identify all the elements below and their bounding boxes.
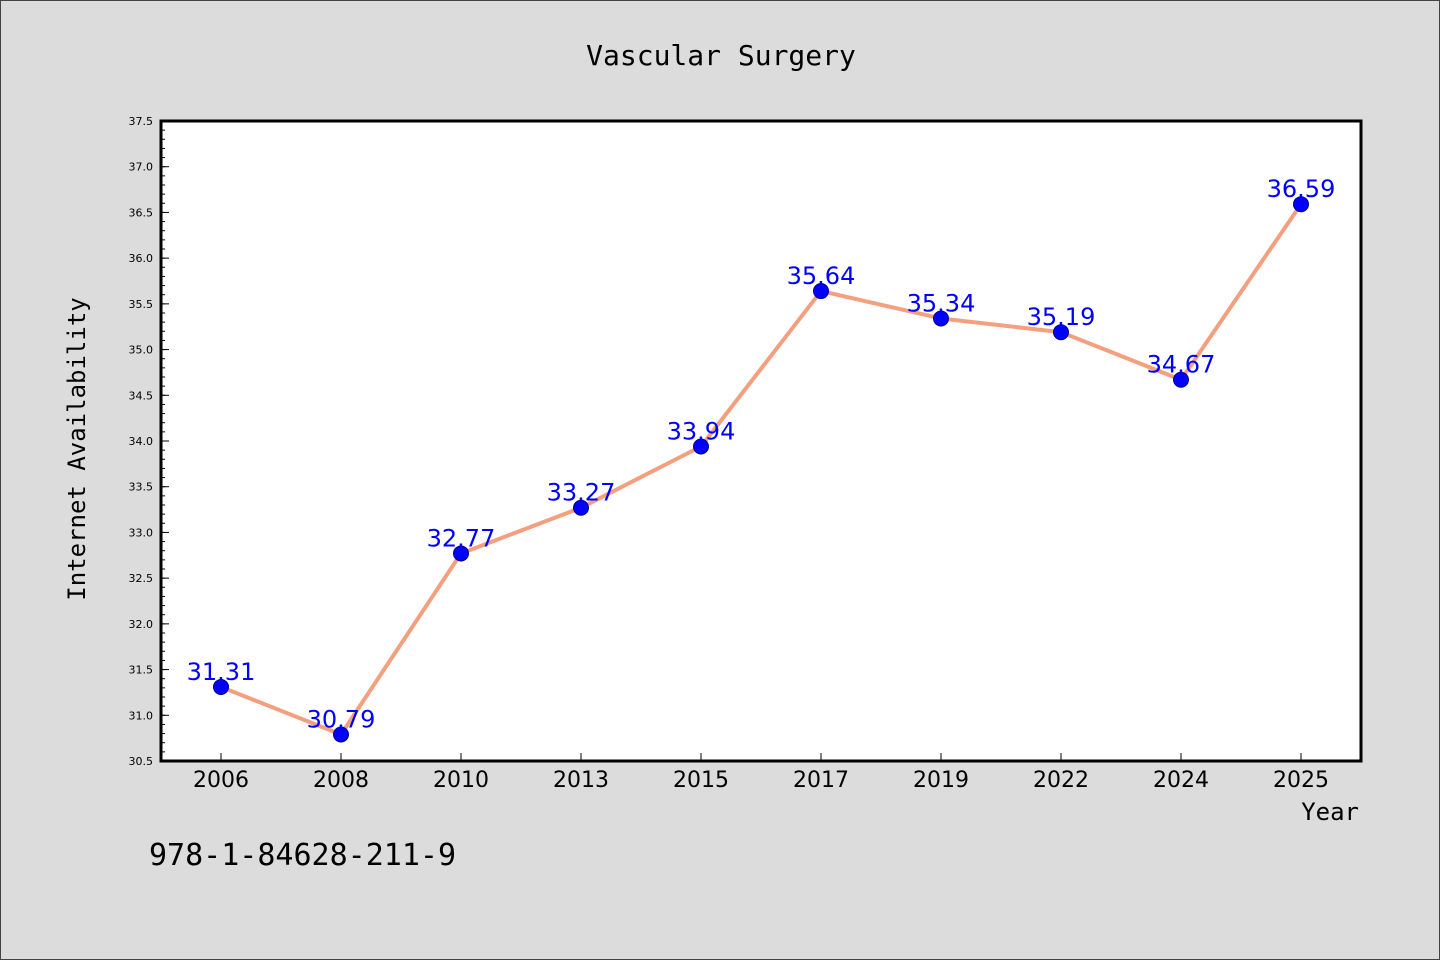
y-tick-label: 34.5: [129, 389, 154, 402]
y-tick-label: 33.0: [129, 526, 154, 539]
data-label: 35.64: [787, 262, 856, 290]
data-label: 33.27: [547, 479, 616, 507]
x-axis-title: Year: [1301, 798, 1359, 826]
x-tick-label: 2013: [553, 768, 609, 793]
y-tick-label: 35.0: [129, 344, 154, 357]
data-label: 32.77: [427, 524, 496, 552]
data-label: 30.79: [307, 705, 376, 733]
data-label: 36.59: [1267, 175, 1336, 203]
y-tick-label: 37.5: [129, 115, 154, 128]
data-point: [573, 499, 589, 516]
x-axis-ticks: 2006 2008 2010 2013 2015 2017 2019 2022 2024 2025: [193, 753, 1329, 793]
data-label: 33.94: [667, 417, 736, 445]
x-tick-label: 2015: [673, 768, 729, 793]
data-point: [1173, 371, 1189, 388]
data-label: 31.31: [187, 658, 256, 686]
x-tick-label: 2025: [1273, 768, 1329, 793]
data-point: [453, 545, 469, 562]
y-tick-label: 30.5: [129, 755, 154, 768]
y-tick-label: 33.5: [129, 481, 154, 494]
y-tick-label: 34.0: [129, 435, 154, 448]
x-tick-label: 2006: [193, 768, 249, 793]
data-label: 35.34: [907, 289, 976, 317]
data-label: 34.67: [1147, 351, 1216, 379]
x-tick-label: 2008: [313, 768, 369, 793]
y-tick-label: 35.5: [129, 298, 154, 311]
y-tick-label: 37.0: [129, 161, 154, 174]
y-tick-label: 32.0: [129, 618, 154, 631]
data-point: [693, 438, 709, 455]
data-point: [1293, 196, 1309, 213]
y-axis-ticks: 30.5 31.0 31.5 32.0 32.5 33.0 33.5 34.0 34.5 35.0…: [129, 115, 169, 768]
series-line: [219, 202, 1303, 737]
y-axis-title: Internet Availability: [63, 297, 91, 600]
data-label-group: 31.31 30.79 32.77 33.27 33.94 35.64 35.34 35.19…: [187, 175, 1336, 733]
x-tick-label: 2010: [433, 768, 489, 793]
x-tick-label: 2019: [913, 768, 969, 793]
y-tick-label: 32.5: [129, 572, 154, 585]
y-tick-label: 36.5: [129, 206, 154, 219]
data-label: 35.19: [1027, 303, 1096, 331]
data-point: [213, 678, 229, 695]
x-tick-label: 2022: [1033, 768, 1089, 793]
data-point: [1053, 324, 1069, 341]
series-line-group: [219, 202, 1303, 737]
plot-area: [159, 119, 1363, 763]
x-tick-label: 2024: [1153, 768, 1209, 793]
data-point: [813, 283, 829, 300]
isbn-text: 978-1-84628-211-9: [149, 838, 456, 873]
x-tick-label: 2017: [793, 768, 849, 793]
data-point: [333, 726, 349, 743]
marker-group: [213, 196, 1309, 743]
chart-title: Vascular Surgery: [586, 39, 856, 72]
y-tick-label: 31.5: [129, 664, 154, 677]
data-point: [933, 310, 949, 327]
y-tick-label: 36.0: [129, 252, 154, 265]
y-tick-label: 31.0: [129, 709, 154, 722]
